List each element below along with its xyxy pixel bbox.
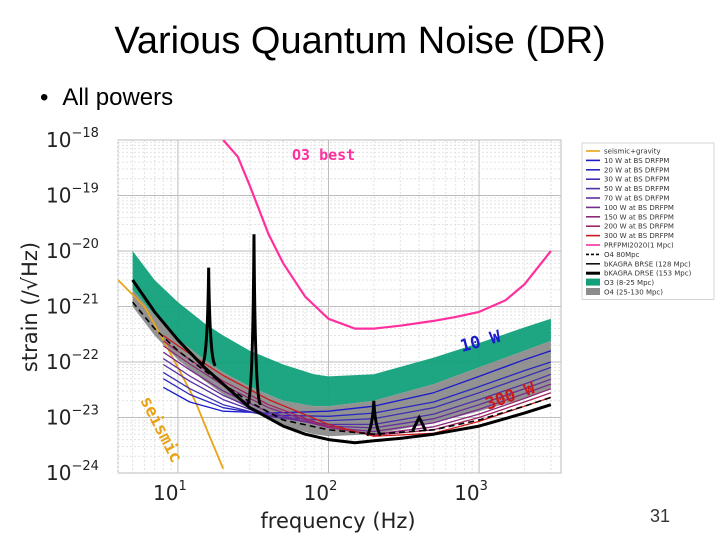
x-tick-base: 10 <box>153 481 178 505</box>
bullet-item: • All powers <box>40 84 173 112</box>
series-20-w-at-bs-drfpm <box>162 361 552 417</box>
y-tick-label: 10−18 <box>46 126 99 152</box>
legend-label: 300 W at BS DRFPM <box>604 232 674 240</box>
legend-swatch <box>586 288 600 295</box>
bullet-text: All powers <box>62 84 174 111</box>
series-prfpmi2020-1-mpc- <box>222 140 552 330</box>
x-tick-label: 101 <box>153 479 187 505</box>
legend-label: bKAGRA BRSE (128 Mpc) <box>604 260 691 268</box>
y-tick-exp: −20 <box>71 237 98 252</box>
legend-label: 50 W at BS DRFPM <box>604 185 669 193</box>
y-tick-label: 10−22 <box>46 348 99 374</box>
x-tick-base: 10 <box>304 481 329 505</box>
legend-label: 70 W at BS DRFPM <box>604 195 669 203</box>
y-tick-base: 10 <box>46 406 71 430</box>
x-axis-label: frequency (Hz) <box>260 509 415 533</box>
series-o4-80mpc <box>131 301 552 435</box>
y-tick-exp: −22 <box>71 348 98 363</box>
y-tick-base: 10 <box>46 295 71 319</box>
band-o4-25-130-mpc- <box>132 289 551 437</box>
y-tick-base: 10 <box>46 461 71 485</box>
x-tick-label: 102 <box>304 479 338 505</box>
resonance-peak <box>246 234 262 406</box>
x-tick-label: 103 <box>454 479 488 505</box>
x-tick-base: 10 <box>454 481 479 505</box>
legend-label: 150 W at BS DRFPM <box>604 213 674 221</box>
page-number: 31 <box>650 506 671 526</box>
y-tick-base: 10 <box>46 239 71 263</box>
y-tick-base: 10 <box>46 128 71 152</box>
resonance-peak <box>411 414 427 432</box>
band-o3-8-25-mpc- <box>132 251 551 407</box>
legend-box <box>581 142 715 300</box>
y-tick-base: 10 <box>46 184 71 208</box>
annotation-o3-best: O3 best <box>292 146 355 164</box>
y-tick-exp: −18 <box>71 126 98 141</box>
y-tick-base: 10 <box>46 350 71 374</box>
y-tick-exp: −21 <box>71 293 98 308</box>
x-tick-exp: 2 <box>329 479 337 494</box>
legend-label: 100 W at BS DRFPM <box>604 204 674 212</box>
legend-label: 30 W at BS DRFPM <box>604 176 669 184</box>
legend-label: 200 W at BS DRFPM <box>604 223 674 231</box>
y-tick-label: 10−23 <box>46 404 99 430</box>
legend-label: O4 (25-130 Mpc) <box>604 289 663 297</box>
x-tick-exp: 1 <box>179 479 187 494</box>
legend-label: PRFPMI2020(1 Mpc) <box>604 242 674 250</box>
y-tick-label: 10−20 <box>46 237 99 263</box>
bullet-dot-icon: • <box>40 84 49 111</box>
x-tick-exp: 3 <box>480 479 488 494</box>
series-50-w-at-bs-drfpm <box>162 363 552 426</box>
y-tick-exp: −24 <box>71 459 98 474</box>
series-10-w-at-bs-drfpm <box>162 350 552 414</box>
noise-bands <box>132 251 551 437</box>
legend-label: O3 (8-25 Mpc) <box>604 279 654 287</box>
series-bkagra-drse-153-mpc- <box>131 279 552 445</box>
y-tick-label: 10−24 <box>46 459 99 485</box>
noise-curves <box>118 140 552 469</box>
series-70-w-at-bs-drfpm <box>162 358 552 429</box>
y-tick-exp: −23 <box>71 404 98 419</box>
series-30-w-at-bs-drfpm <box>162 366 552 422</box>
resonance-peak <box>366 400 382 436</box>
legend-label: 20 W at BS DRFPM <box>604 166 669 174</box>
legend-label: O4 80Mpc <box>604 251 640 259</box>
legend-swatch <box>586 278 600 286</box>
series-seismic-gravity <box>118 279 225 469</box>
slide-title: Various Quantum Noise (DR) <box>114 20 606 62</box>
y-tick-label: 10−21 <box>46 293 99 319</box>
y-tick-exp: −19 <box>71 182 98 197</box>
legend-label: seismic+gravity <box>604 148 661 156</box>
series-100-w-at-bs-drfpm <box>162 351 552 433</box>
resonance-peak <box>201 267 217 367</box>
y-tick-label: 10−19 <box>46 182 99 208</box>
legend-label: bKAGRA DRSE (153 Mpc) <box>604 270 692 278</box>
y-axis-label: strain (/√Hz) <box>18 242 42 372</box>
legend-label: 10 W at BS DRFPM <box>604 157 669 165</box>
